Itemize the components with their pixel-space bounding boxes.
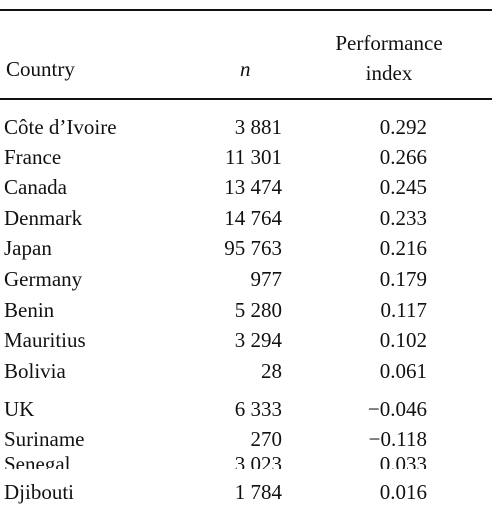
cell-country: Benin [4, 298, 55, 322]
cell-n: 6 333 [234, 397, 282, 421]
cell-n: 270 [250, 427, 283, 451]
cell-country: Canada [4, 175, 67, 199]
cell-performance-index: 0.216 [379, 236, 427, 260]
cell-country: Mauritius [4, 328, 86, 352]
header-country: Country [6, 57, 75, 81]
header-n: n [240, 57, 251, 81]
cell-country: Denmark [4, 206, 83, 230]
cell-performance-index: 0.102 [379, 328, 427, 352]
cell-performance-index: −0.118 [368, 427, 427, 451]
cell-n: 14 764 [224, 206, 282, 230]
cell-n: 977 [250, 267, 283, 291]
clipped-row: Senegal 3 023 0.033 [0, 455, 492, 469]
cell-n: 95 763 [224, 236, 282, 260]
header-rule [0, 98, 492, 100]
cell-performance-index: 0.233 [379, 206, 427, 230]
header-performance: Performance index [335, 31, 443, 85]
cell-country: France [4, 145, 62, 169]
cell-n: 13 474 [224, 175, 282, 199]
cell-country: Côte d’Ivoire [4, 115, 117, 139]
cell-performance-index: 0.292 [379, 115, 427, 139]
top-rule [0, 9, 492, 11]
cell-performance-index: 0.033 [379, 455, 427, 469]
cell-performance-index: 0.117 [380, 298, 427, 322]
cell-country: Suriname [4, 427, 85, 451]
cell-performance-index: −0.046 [367, 397, 427, 421]
cell-country: Germany [4, 267, 83, 291]
cell-country: Bolivia [4, 359, 66, 383]
cell-n: 3 881 [234, 115, 282, 139]
cell-n: 5 280 [234, 298, 282, 322]
cell-n: 28 [261, 359, 282, 383]
cell-performance-index: 0.266 [379, 145, 427, 169]
cell-n: 1 784 [234, 480, 282, 504]
cell-performance-index: 0.245 [379, 175, 427, 199]
cell-country: Senegal [4, 455, 71, 469]
cell-n: 3 294 [234, 328, 282, 352]
cell-country: UK [4, 397, 35, 421]
cell-performance-index: 0.016 [379, 480, 427, 504]
cell-performance-index: 0.179 [379, 267, 427, 291]
cell-country: Djibouti [4, 480, 75, 504]
cell-n: 11 301 [225, 145, 282, 169]
cell-performance-index: 0.061 [379, 359, 427, 383]
cell-country: Japan [4, 236, 52, 260]
cell-n: 3 023 [234, 455, 282, 469]
